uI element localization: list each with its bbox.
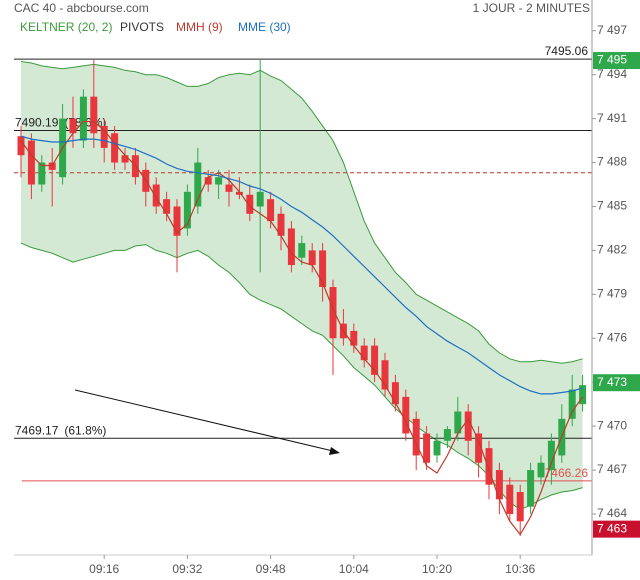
candle-body bbox=[402, 396, 410, 434]
candle-body bbox=[194, 162, 202, 207]
candle-body bbox=[17, 136, 25, 156]
y-tick-label: 7 491 bbox=[597, 111, 627, 125]
x-tick-label: 10:20 bbox=[422, 562, 452, 576]
candle-body bbox=[319, 250, 327, 288]
level-value: 7495.06 bbox=[545, 44, 589, 58]
candle-body bbox=[527, 470, 535, 507]
candle-body bbox=[568, 389, 576, 419]
candle-body bbox=[475, 433, 483, 463]
x-tick-label: 09:48 bbox=[256, 562, 286, 576]
candle-body bbox=[215, 177, 223, 185]
chart-title: CAC 40 - abcbourse.com bbox=[14, 1, 149, 15]
candle-body bbox=[111, 133, 119, 163]
candle-body bbox=[516, 492, 524, 522]
candle-body bbox=[235, 191, 243, 195]
candle-body bbox=[391, 382, 399, 405]
candle-body bbox=[79, 96, 87, 141]
candle-body bbox=[48, 162, 56, 170]
candle-body bbox=[423, 433, 431, 463]
candle-body bbox=[287, 228, 295, 266]
candle-body bbox=[360, 345, 368, 361]
candle-body bbox=[412, 418, 420, 456]
y-tick-label: 7 479 bbox=[597, 287, 627, 301]
candle-body bbox=[308, 250, 316, 266]
candle-body bbox=[579, 385, 587, 405]
candle-body bbox=[506, 484, 514, 514]
legend-entry: KELTNER (20, 2) bbox=[20, 20, 112, 34]
level-value: 7469.17 bbox=[15, 423, 59, 437]
y-tick-label: 7 485 bbox=[597, 199, 627, 213]
price-marker-label: 7 463 bbox=[597, 521, 627, 535]
legend-entry: MMH (9) bbox=[176, 20, 223, 34]
y-tick-label: 7 470 bbox=[597, 418, 627, 432]
y-tick-label: 7 497 bbox=[597, 23, 627, 37]
candle-body bbox=[163, 199, 171, 214]
x-tick-label: 09:16 bbox=[89, 562, 119, 576]
period-label: 1 JOUR - 2 MINUTES bbox=[473, 1, 590, 15]
candle-body bbox=[433, 440, 441, 456]
y-tick-label: 7 464 bbox=[597, 506, 627, 520]
arrow bbox=[74, 389, 340, 455]
keltner-upper bbox=[20, 61, 583, 364]
arrow-head bbox=[329, 447, 340, 455]
candle-body bbox=[204, 177, 212, 185]
price-marker-label: 7 495 bbox=[597, 53, 627, 67]
candle-body bbox=[454, 411, 462, 434]
level-label: 7466.26 bbox=[545, 466, 589, 480]
x-tick-label: 09:32 bbox=[172, 562, 202, 576]
indicator-line bbox=[20, 135, 583, 395]
level-value: 7490.19 bbox=[15, 116, 59, 130]
legend-entry: PIVOTS bbox=[120, 20, 164, 34]
candle-body bbox=[69, 118, 77, 134]
candle-body bbox=[152, 184, 160, 207]
candle-body bbox=[547, 440, 555, 471]
x-tick-label: 10:04 bbox=[339, 562, 369, 576]
level-fib: (61.8%) bbox=[64, 423, 106, 437]
candle-body bbox=[298, 243, 306, 258]
candle-body bbox=[121, 155, 129, 163]
candle-body bbox=[495, 470, 503, 500]
y-tick-label: 7 494 bbox=[597, 67, 627, 81]
candle-body bbox=[443, 429, 451, 441]
level-label: 7495.06 bbox=[545, 44, 589, 58]
arrow-shaft bbox=[74, 389, 334, 452]
candle-body bbox=[350, 330, 358, 346]
y-tick-label: 7 476 bbox=[597, 330, 627, 344]
level-value: 7466.26 bbox=[545, 466, 589, 480]
candle-body bbox=[464, 411, 472, 441]
candle-body bbox=[371, 345, 379, 375]
x-tick-label: 10:36 bbox=[505, 562, 535, 576]
candle-body bbox=[256, 191, 264, 207]
lines-layer bbox=[20, 120, 584, 536]
candle-body bbox=[173, 206, 181, 236]
level-label: 7469.17 (61.8%) bbox=[15, 423, 106, 437]
y-tick-label: 7 488 bbox=[597, 155, 627, 169]
legend: KELTNER (20, 2) PIVOTS MMH (9) MME (30) bbox=[20, 20, 291, 34]
candle-body bbox=[537, 462, 545, 478]
y-tick-label: 7 467 bbox=[597, 462, 627, 476]
candle-body bbox=[38, 162, 46, 185]
price-marker bbox=[593, 520, 640, 538]
candle-body bbox=[90, 96, 98, 134]
candle-body bbox=[485, 448, 493, 485]
candle-body bbox=[246, 194, 254, 214]
candle-body bbox=[183, 191, 191, 229]
price-marker bbox=[593, 52, 640, 70]
candles-layer bbox=[17, 60, 587, 536]
axis-layer: 7 497 7 494 7 491 7 488 7 485 7 482 7 479 7 476… bbox=[14, 0, 640, 576]
keltner-area bbox=[21, 61, 583, 510]
candle-body bbox=[27, 140, 35, 185]
price-marker-label: 7 473 bbox=[597, 375, 627, 389]
price-marker bbox=[593, 374, 640, 392]
candle-body bbox=[100, 125, 108, 148]
y-tick-label: 7 482 bbox=[597, 243, 627, 257]
candle-body bbox=[267, 199, 275, 222]
candle-body bbox=[329, 287, 337, 339]
candle-body bbox=[277, 213, 285, 236]
candle-body bbox=[381, 360, 389, 390]
candle-body bbox=[225, 184, 233, 192]
legend-entry: MME (30) bbox=[238, 20, 291, 34]
